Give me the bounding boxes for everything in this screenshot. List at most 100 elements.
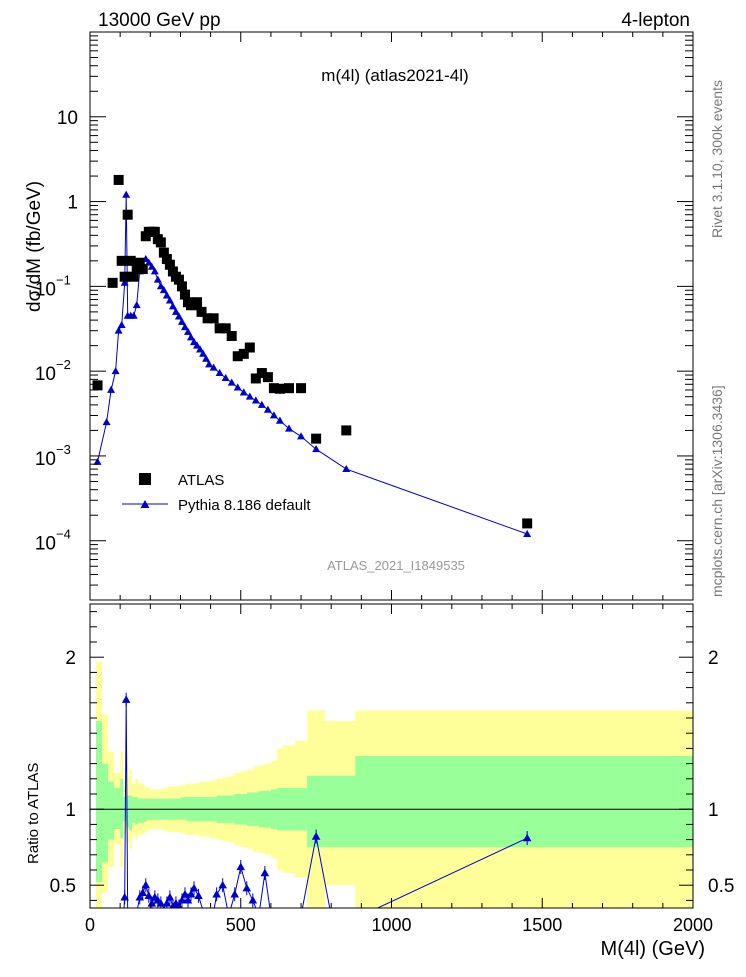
mc-point	[215, 368, 224, 376]
ratio-point	[180, 889, 190, 898]
mc-point	[117, 320, 126, 328]
mc-point	[205, 360, 214, 368]
mc-point	[159, 286, 168, 294]
ratio-point	[311, 832, 321, 840]
data-point	[107, 277, 118, 288]
mc-point	[187, 333, 195, 341]
ratio-point	[194, 891, 203, 899]
main-y-tick-exponent: −2	[56, 357, 71, 372]
x-tick-label: 0	[85, 915, 95, 935]
mc-point	[257, 400, 266, 408]
x-tick-label: 2000	[673, 915, 713, 935]
watermark-label: ATLAS_2021_I1849535	[327, 558, 465, 573]
mc-point	[147, 262, 156, 270]
ratio-y-tick-label-right: 1	[708, 800, 719, 821]
data-point	[202, 313, 213, 324]
data-point	[161, 254, 172, 265]
ratio-point	[260, 868, 270, 877]
ratio-point	[230, 889, 239, 898]
mc-point	[132, 300, 141, 309]
mc-point	[177, 317, 186, 325]
ratio-point	[138, 888, 148, 896]
data-point	[137, 264, 148, 275]
ratio-point	[242, 883, 252, 892]
ratio-point	[236, 862, 246, 871]
main-y-tick-label: 1	[67, 193, 78, 214]
header-left: 13000 GeV pp	[98, 10, 221, 31]
side-label-top: Rivet 3.1.10, 300k events	[709, 80, 725, 238]
mc-point	[202, 354, 211, 362]
data-point	[311, 433, 322, 444]
data-point	[220, 323, 231, 334]
data-point	[119, 271, 130, 282]
mc-point	[162, 291, 171, 299]
data-point	[256, 368, 267, 379]
mc-point	[263, 405, 272, 413]
mc-point	[193, 341, 202, 349]
mc-point	[196, 345, 205, 353]
ratio-uncertainty-bands	[90, 661, 693, 908]
ratio-point	[522, 833, 532, 842]
data-point	[122, 209, 133, 220]
data-point	[341, 425, 352, 436]
data-point	[274, 383, 285, 394]
data-point	[179, 289, 190, 300]
legend-label-atlas: ATLAS	[178, 472, 224, 489]
mc-point	[150, 267, 159, 275]
mc-point	[171, 307, 180, 315]
ratio-point	[183, 895, 193, 904]
data-point	[283, 383, 294, 394]
ratio-point	[144, 891, 154, 899]
data-point	[262, 372, 273, 383]
ratio-point	[218, 880, 227, 889]
main-y-tick-label: 10	[35, 279, 56, 300]
data-point	[125, 255, 136, 266]
mc-point	[221, 373, 230, 381]
mc-point	[209, 363, 218, 371]
ratio-point	[141, 880, 151, 889]
data-point	[268, 383, 279, 394]
mc-point	[275, 416, 284, 424]
mc-point	[523, 529, 532, 537]
data-point	[232, 351, 243, 362]
data-point	[92, 380, 103, 391]
data-point	[167, 266, 178, 277]
main-y-tick-label: 10	[35, 364, 56, 385]
data-point	[250, 373, 261, 384]
data-point	[192, 297, 203, 308]
data-point	[155, 237, 166, 248]
data-point	[176, 281, 187, 292]
ratio-point	[135, 892, 145, 901]
ratio-y-tick-label: 2	[65, 648, 76, 669]
data-point	[131, 264, 142, 275]
data-point	[296, 383, 307, 394]
mc-point	[111, 366, 120, 375]
ratio-point	[156, 898, 166, 907]
ratio-point	[186, 889, 196, 898]
ratio-point	[248, 895, 258, 904]
mc-point	[199, 349, 208, 357]
data-point	[113, 174, 124, 185]
ratio-y-tick-label: 0.5	[50, 876, 76, 897]
mc-point	[269, 411, 278, 419]
ratio-point	[165, 892, 175, 901]
mc-point	[342, 464, 351, 473]
ratio-point	[177, 895, 187, 904]
mc-point	[114, 326, 123, 334]
x-tick-label: 1000	[371, 915, 411, 935]
mc-point	[156, 282, 165, 290]
mc-point	[122, 190, 131, 198]
mc-point	[144, 258, 153, 266]
ratio-point	[120, 892, 129, 901]
mc-point	[180, 322, 189, 331]
mc-point	[285, 424, 293, 432]
data-point	[226, 330, 237, 341]
main-y-tick-exponent: −3	[56, 442, 71, 457]
mc-point	[233, 383, 242, 391]
legend: ATLAS Pythia 8.186 default	[122, 472, 311, 514]
mc-point	[120, 278, 129, 286]
main-plot-marks	[92, 174, 533, 537]
main-y-tick-label: 10	[57, 108, 78, 129]
